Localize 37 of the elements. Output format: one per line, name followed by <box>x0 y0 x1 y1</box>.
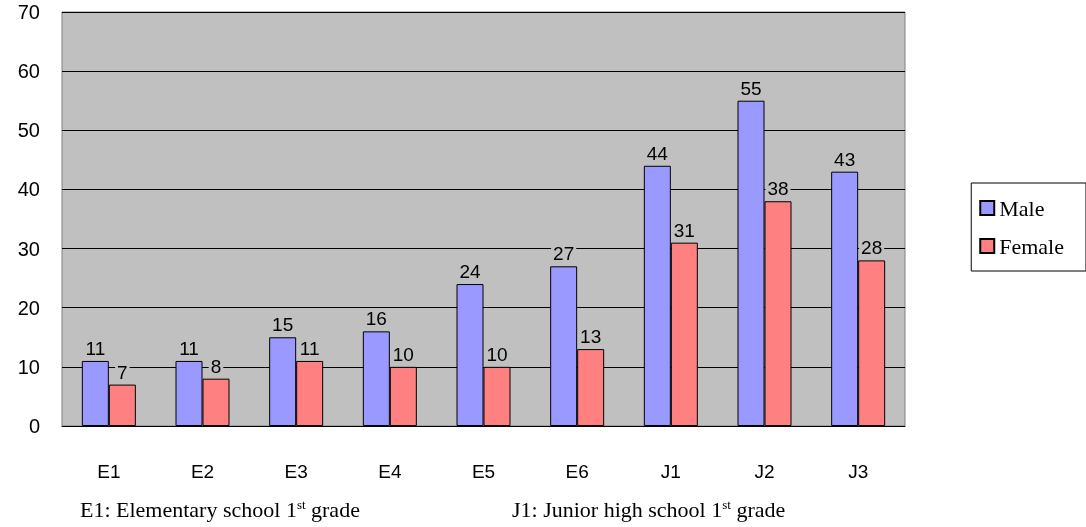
x-tick-label: E4 <box>378 461 402 482</box>
data-label: 11 <box>85 337 106 359</box>
x-tick-label: E5 <box>471 461 496 482</box>
legend-label: Female <box>999 233 1065 259</box>
data-label: 13 <box>580 326 602 348</box>
y-tick-label: 10 <box>17 355 40 378</box>
data-label: 38 <box>767 178 789 200</box>
x-tick-label: E1 <box>97 461 121 482</box>
y-tick-label: 0 <box>28 415 40 437</box>
data-label: 8 <box>210 355 222 377</box>
data-label: 28 <box>861 237 883 259</box>
data-label: 31 <box>673 219 695 241</box>
data-label: 15 <box>272 314 294 336</box>
data-label: 11 <box>299 337 320 359</box>
y-tick-label: 60 <box>17 60 40 83</box>
y-tick-label: 50 <box>17 119 40 142</box>
y-tick-label: 20 <box>17 296 40 319</box>
data-label: 10 <box>486 343 508 365</box>
x-tick-label: E3 <box>284 461 308 482</box>
x-tick-label: E6 <box>565 461 589 482</box>
data-label: 24 <box>459 261 481 283</box>
y-tick-label: 30 <box>17 237 40 260</box>
x-tick-label: E2 <box>190 461 215 482</box>
data-label: 11 <box>179 337 199 359</box>
data-label: 55 <box>740 77 762 99</box>
data-label: 7 <box>117 361 128 383</box>
x-tick-label: J2 <box>754 461 775 482</box>
y-tick-label: 40 <box>17 178 40 201</box>
data-label: 10 <box>392 343 414 365</box>
legend-label: Male <box>999 195 1045 221</box>
data-label: 27 <box>553 243 575 265</box>
x-tick-label: J3 <box>848 461 869 482</box>
data-label: 44 <box>646 142 669 164</box>
data-label: 16 <box>365 308 387 330</box>
data-label: 43 <box>834 148 856 170</box>
x-tick-label: J1 <box>660 461 681 482</box>
y-tick-label: 70 <box>17 1 40 23</box>
